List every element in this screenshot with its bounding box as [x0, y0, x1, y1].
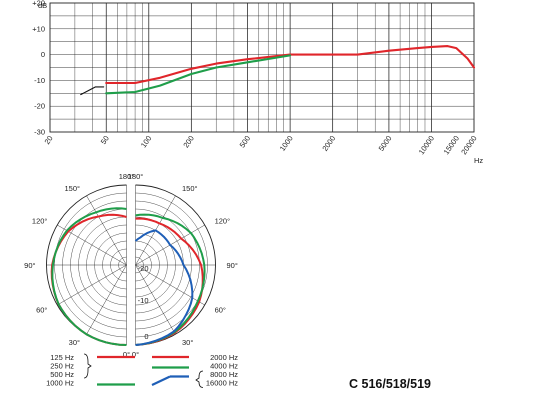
polar-spoke	[86, 195, 127, 266]
polar-angle-label-right: 0°	[132, 350, 139, 359]
frequency-series	[80, 45, 476, 96]
legend-label-right: 4000 Hz	[210, 362, 238, 371]
y-tick-label: -20	[34, 102, 45, 111]
polar-angle-label-left: 30°	[69, 338, 80, 347]
polar-spoke	[135, 264, 176, 335]
polar-spoke	[57, 264, 127, 306]
polar-angle-label-left: 90°	[24, 261, 35, 270]
x-tick-label: 20	[42, 134, 54, 146]
polar-radial-label: -10	[138, 296, 149, 305]
x-axis-label: Hz	[474, 156, 483, 165]
polar-spoke	[135, 264, 205, 306]
legend-label-right: 8000 Hz	[210, 370, 238, 379]
legend-label-right: 16000 Hz	[206, 379, 238, 388]
model-label: C 516/518/519	[349, 377, 431, 391]
x-tick-label: 20000	[459, 134, 478, 156]
y-axis-label: dB	[38, 1, 47, 10]
y-tick-label: -10	[34, 76, 45, 85]
y-tick-label: +10	[32, 24, 45, 33]
y-tick-labels: +20 +10 0 -10 -20 -30	[32, 0, 45, 137]
polar-line-r-blue	[134, 229, 194, 346]
polar-line-l-green	[51, 207, 127, 346]
response-line-green	[105, 54, 292, 95]
polar-angle-label-left: 150°	[64, 184, 80, 193]
y-tick-label: +20	[32, 0, 45, 8]
polar-angle-label-right: 90°	[227, 261, 238, 270]
polar-radial-label: -20	[138, 264, 149, 273]
polar-labels: 180° 150° 120° 90° 60° 30° 0° 180° 150° 120° 90° 60…	[24, 172, 238, 359]
x-tick-label: 500	[238, 134, 253, 149]
response-line-black	[80, 86, 105, 96]
polar-spoke	[86, 264, 127, 335]
legend-label-right: 2000 Hz	[210, 353, 238, 362]
y-tick-label: -30	[34, 128, 45, 137]
x-tick-label: 5000	[377, 134, 394, 153]
polar-angle-label-right: 150°	[182, 184, 198, 193]
x-tick-label: 10000	[417, 134, 436, 156]
x-tick-label: 200	[181, 134, 196, 149]
polar-angle-label-right: 120°	[215, 217, 231, 226]
legend-label-left: 125 Hz	[50, 353, 74, 362]
y-tick-label: 0	[41, 50, 45, 59]
x-tick-label: 15000	[442, 134, 461, 156]
polar-series	[50, 207, 206, 346]
response-line-red	[105, 45, 476, 85]
polar-angle-label-left: 180°	[119, 172, 135, 181]
frequency-grid	[49, 2, 475, 133]
legend-label-left: 1000 Hz	[46, 379, 74, 388]
legend-label-left: 250 Hz	[50, 362, 74, 371]
polar-line-r-red	[135, 217, 204, 346]
polar-angle-label-left: 0°	[123, 350, 130, 359]
x-tick-label: 100	[139, 134, 154, 149]
polar-angle-label-right: 60°	[215, 306, 226, 315]
polar-angle-label-left: 120°	[32, 217, 48, 226]
legend-brace-right	[195, 370, 204, 388]
legend-label-left: 500 Hz	[50, 370, 74, 379]
polar-angle-label-right: 180°	[128, 172, 144, 181]
x-tick-label: 50	[99, 134, 111, 146]
x-tick-label: 1000	[278, 134, 295, 153]
polar-radial-label: 0	[144, 332, 148, 341]
legend-brace-left	[83, 353, 92, 379]
polar-angle-label-left: 60°	[36, 306, 47, 315]
legend-swatch-blue-right	[151, 375, 171, 386]
polar-angle-label-right: 30°	[182, 338, 193, 347]
x-tick-label: 2000	[320, 134, 337, 153]
